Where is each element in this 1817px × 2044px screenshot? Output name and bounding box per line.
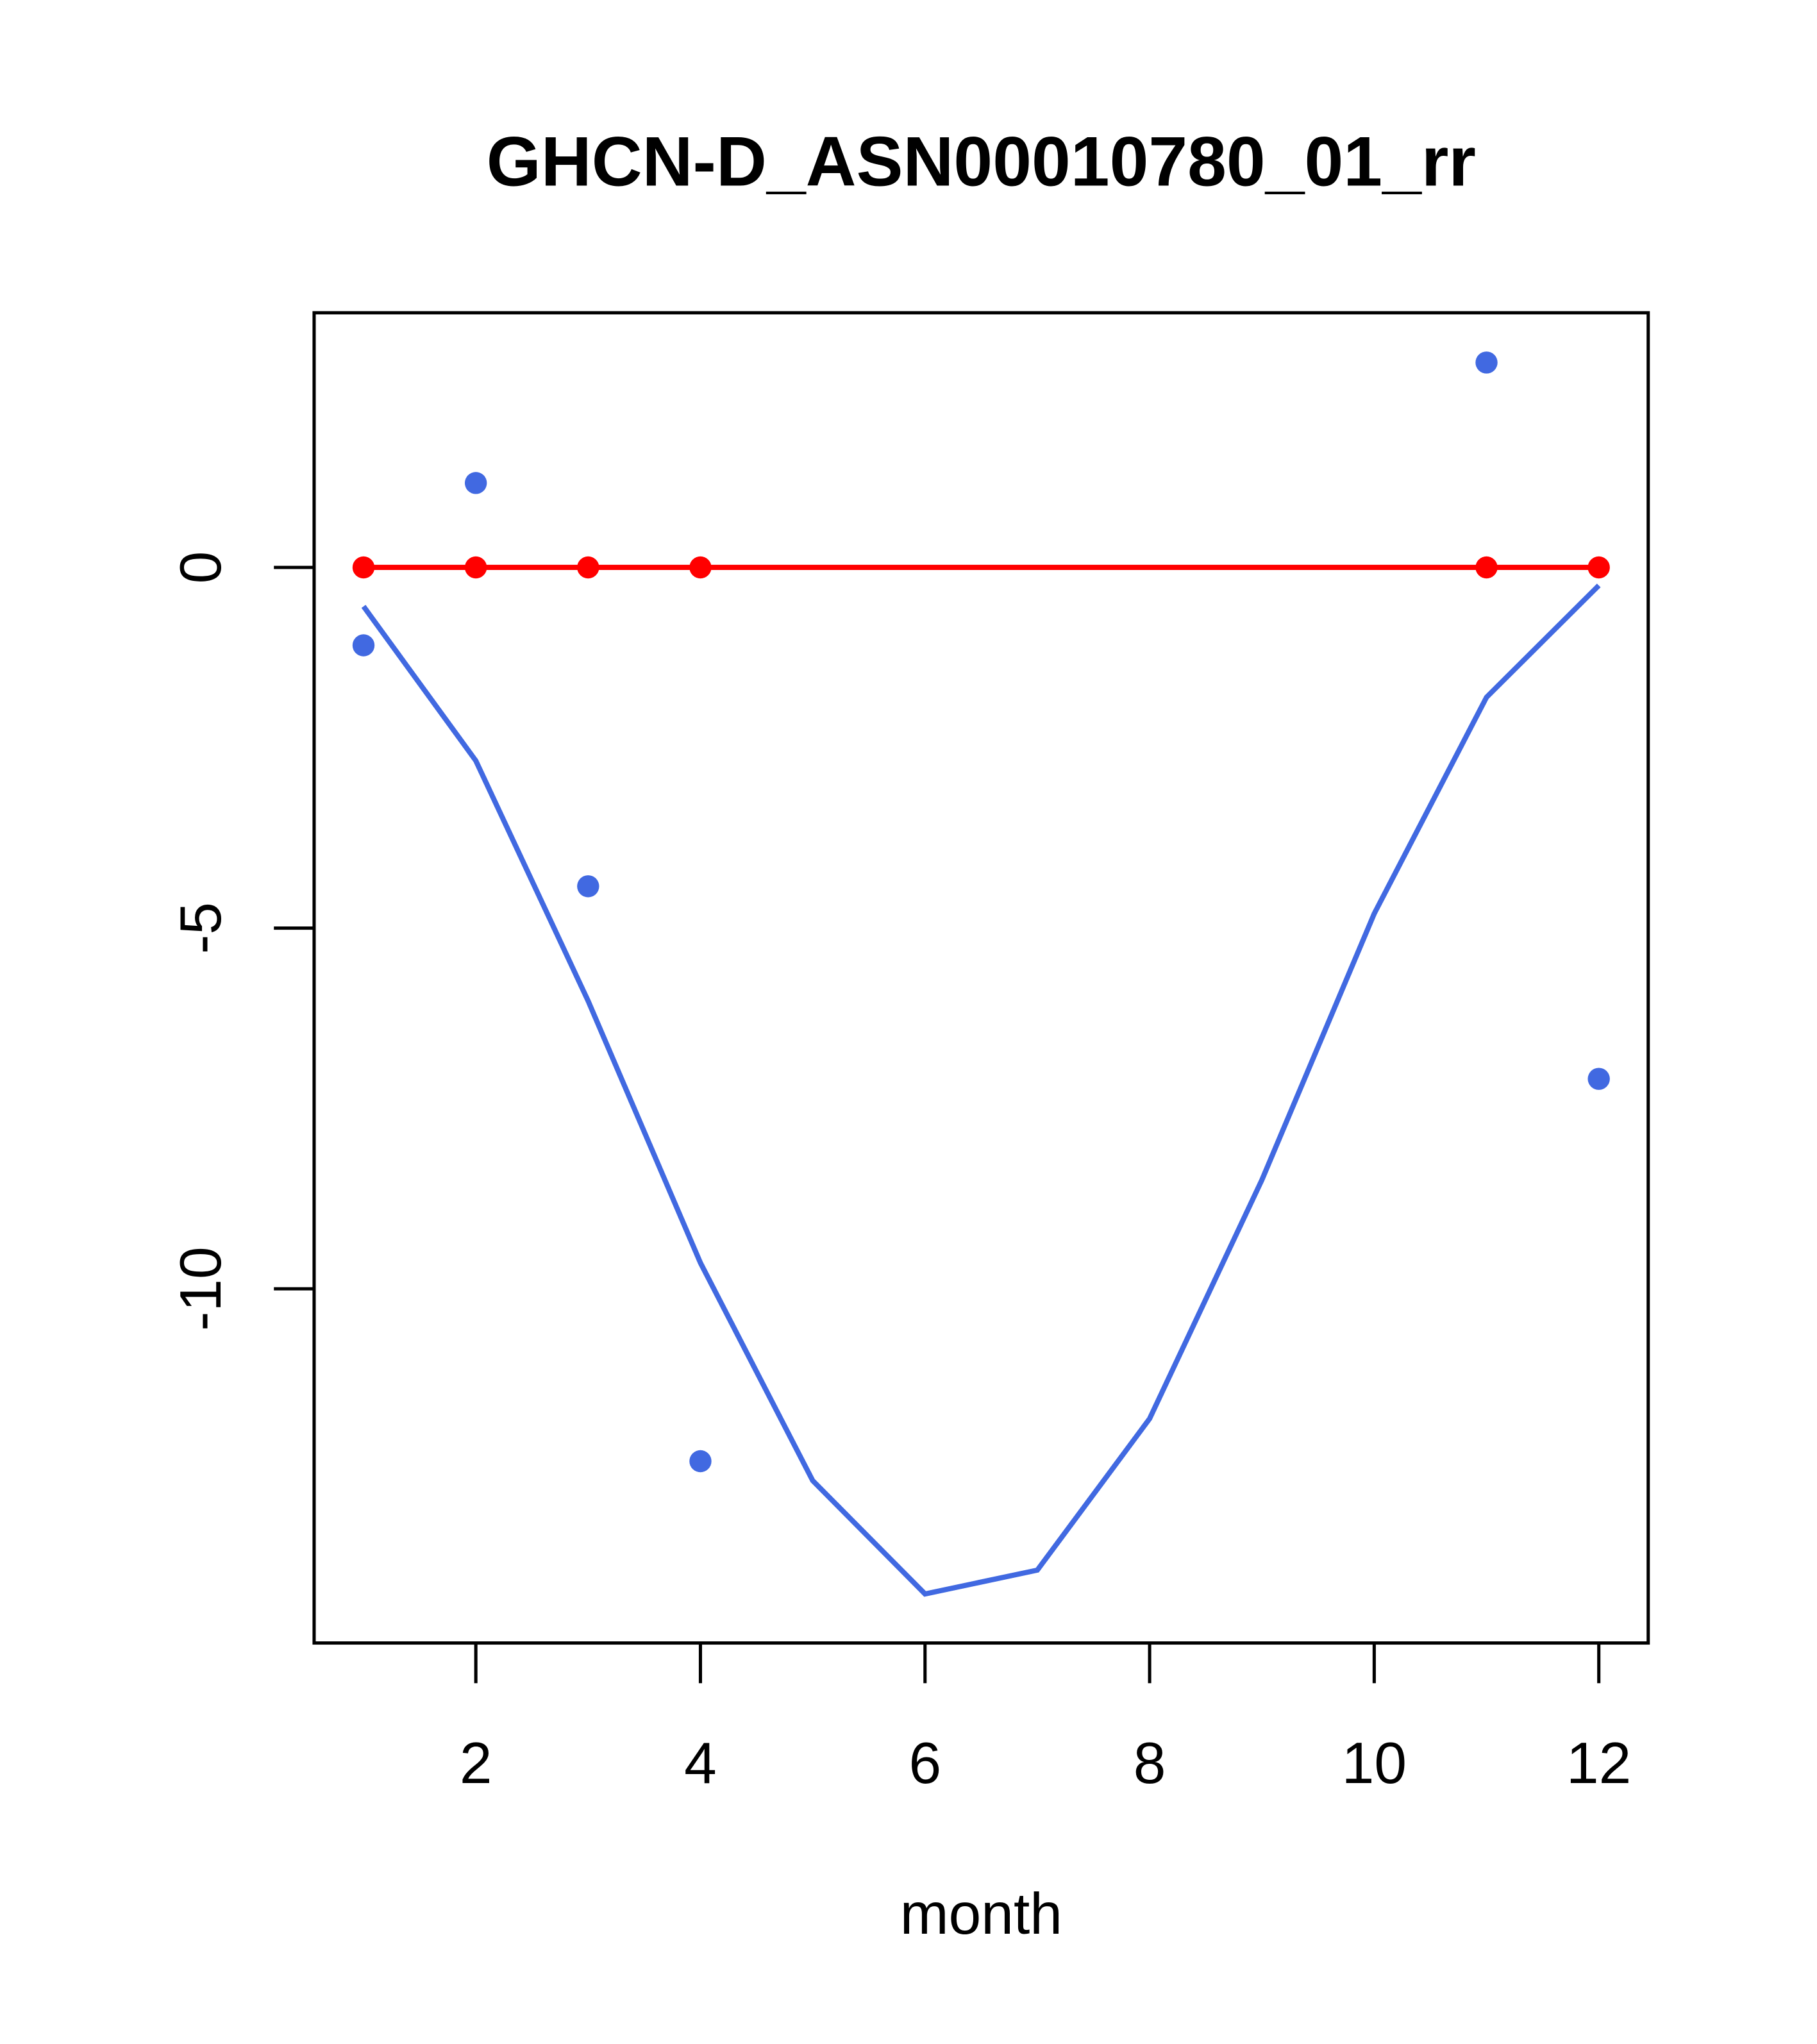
x-tick-label: 2 xyxy=(460,1731,492,1796)
zero-point xyxy=(464,556,487,579)
plot-frame xyxy=(312,311,1650,1645)
x-tick-label: 8 xyxy=(1134,1731,1166,1796)
zero-point xyxy=(1587,556,1610,579)
points-point xyxy=(1475,351,1498,374)
y-tick-label: 0 xyxy=(169,551,233,584)
x-axis: 2 4 6 8 10 12 xyxy=(460,1643,1631,1796)
zero-point xyxy=(1475,556,1498,579)
x-tick-label: 10 xyxy=(1342,1731,1407,1796)
x-axis-label: month xyxy=(900,1882,1062,1947)
y-axis: 0 -5 -10 xyxy=(169,551,314,1331)
x-tick-label: 12 xyxy=(1566,1731,1631,1796)
zero-point xyxy=(352,556,375,579)
chart-title: GHCN-D_ASN00010780_01_rr xyxy=(487,122,1476,201)
zero-point xyxy=(689,556,712,579)
points-point xyxy=(1587,1068,1610,1090)
y-tick-label: -5 xyxy=(169,902,233,954)
plot-marks xyxy=(352,351,1610,1597)
points-point xyxy=(464,472,487,494)
x-tick-label: 4 xyxy=(684,1731,717,1796)
y-tick-label: -10 xyxy=(169,1246,233,1331)
x-tick-label: 6 xyxy=(908,1731,941,1796)
points-point xyxy=(352,634,375,657)
points-point xyxy=(577,875,599,898)
curve-line xyxy=(361,583,1601,1597)
zero-point xyxy=(577,556,599,579)
points-point xyxy=(689,1450,712,1473)
